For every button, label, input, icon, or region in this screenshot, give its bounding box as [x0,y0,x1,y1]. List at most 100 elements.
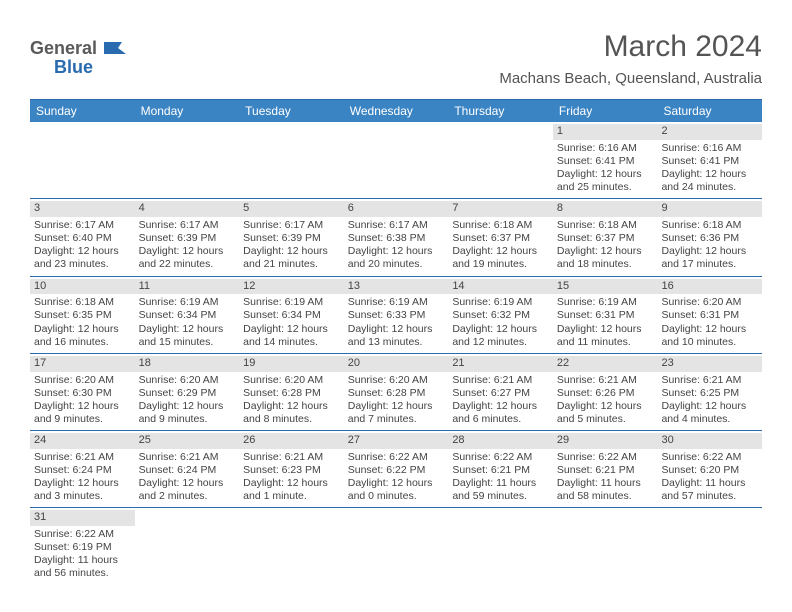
day-number: 5 [239,201,344,217]
day-number: 16 [657,279,762,295]
sunset-line: Sunset: 6:40 PM [34,232,131,245]
daylight-line: and 9 minutes. [139,413,236,426]
day-number: 22 [553,356,658,372]
day-cell: 2Sunrise: 6:16 AMSunset: 6:41 PMDaylight… [657,122,762,198]
day-cell [344,122,449,198]
daylight-line: Daylight: 11 hours [661,477,758,490]
day-cell [135,122,240,198]
day-number: 24 [30,433,135,449]
day-number: 17 [30,356,135,372]
logo: General Blue [30,38,126,78]
day-cell: 10Sunrise: 6:18 AMSunset: 6:35 PMDayligh… [30,277,135,353]
sunset-line: Sunset: 6:27 PM [452,387,549,400]
daylight-line: and 0 minutes. [348,490,445,503]
day-cell: 3Sunrise: 6:17 AMSunset: 6:40 PMDaylight… [30,199,135,275]
daylight-line: Daylight: 12 hours [661,400,758,413]
day-cell: 15Sunrise: 6:19 AMSunset: 6:31 PMDayligh… [553,277,658,353]
day-cell: 19Sunrise: 6:20 AMSunset: 6:28 PMDayligh… [239,354,344,430]
day-cell: 23Sunrise: 6:21 AMSunset: 6:25 PMDayligh… [657,354,762,430]
week-row: 31Sunrise: 6:22 AMSunset: 6:19 PMDayligh… [30,508,762,584]
daylight-line: and 10 minutes. [661,336,758,349]
day-cell: 8Sunrise: 6:18 AMSunset: 6:37 PMDaylight… [553,199,658,275]
sunset-line: Sunset: 6:24 PM [34,464,131,477]
day-cell: 28Sunrise: 6:22 AMSunset: 6:21 PMDayligh… [448,431,553,507]
sunset-line: Sunset: 6:19 PM [34,541,131,554]
sunset-line: Sunset: 6:37 PM [557,232,654,245]
daylight-line: and 5 minutes. [557,413,654,426]
day-number: 27 [344,433,449,449]
daylight-line: Daylight: 12 hours [243,477,340,490]
sunrise-line: Sunrise: 6:18 AM [557,219,654,232]
sunrise-line: Sunrise: 6:19 AM [348,296,445,309]
daylight-line: and 2 minutes. [139,490,236,503]
daylight-line: Daylight: 12 hours [557,323,654,336]
day-cell: 7Sunrise: 6:18 AMSunset: 6:37 PMDaylight… [448,199,553,275]
sunset-line: Sunset: 6:20 PM [661,464,758,477]
weeks-container: 1Sunrise: 6:16 AMSunset: 6:41 PMDaylight… [30,122,762,585]
daylight-line: and 58 minutes. [557,490,654,503]
sunrise-line: Sunrise: 6:20 AM [139,374,236,387]
sunrise-line: Sunrise: 6:21 AM [452,374,549,387]
daylight-line: Daylight: 12 hours [243,245,340,258]
sunrise-line: Sunrise: 6:19 AM [243,296,340,309]
daylight-line: and 17 minutes. [661,258,758,271]
daylight-line: and 4 minutes. [661,413,758,426]
day-cell [239,508,344,584]
day-cell [657,508,762,584]
sunrise-line: Sunrise: 6:17 AM [139,219,236,232]
sunrise-line: Sunrise: 6:21 AM [139,451,236,464]
daylight-line: and 1 minute. [243,490,340,503]
daylight-line: Daylight: 12 hours [243,323,340,336]
sunrise-line: Sunrise: 6:22 AM [661,451,758,464]
sunrise-line: Sunrise: 6:22 AM [452,451,549,464]
sunset-line: Sunset: 6:37 PM [452,232,549,245]
day-cell: 30Sunrise: 6:22 AMSunset: 6:20 PMDayligh… [657,431,762,507]
sunset-line: Sunset: 6:30 PM [34,387,131,400]
dayhead-saturday: Saturday [657,100,762,122]
sunrise-line: Sunrise: 6:21 AM [661,374,758,387]
day-number: 31 [30,510,135,526]
day-cell [135,508,240,584]
sunrise-line: Sunrise: 6:17 AM [243,219,340,232]
day-cell: 27Sunrise: 6:22 AMSunset: 6:22 PMDayligh… [344,431,449,507]
sunset-line: Sunset: 6:24 PM [139,464,236,477]
daylight-line: Daylight: 11 hours [452,477,549,490]
dayhead-row: Sunday Monday Tuesday Wednesday Thursday… [30,100,762,122]
dayhead-wednesday: Wednesday [344,100,449,122]
sunset-line: Sunset: 6:34 PM [139,309,236,322]
sunrise-line: Sunrise: 6:18 AM [452,219,549,232]
day-number: 9 [657,201,762,217]
daylight-line: Daylight: 12 hours [34,245,131,258]
day-number: 8 [553,201,658,217]
daylight-line: and 9 minutes. [34,413,131,426]
daylight-line: Daylight: 12 hours [557,400,654,413]
day-cell: 11Sunrise: 6:19 AMSunset: 6:34 PMDayligh… [135,277,240,353]
day-number: 26 [239,433,344,449]
day-number: 10 [30,279,135,295]
day-cell: 5 Sunrise: 6:17 AMSunset: 6:39 PMDaylight… [239,199,344,275]
day-cell: 12Sunrise: 6:19 AMSunset: 6:34 PMDayligh… [239,277,344,353]
sunset-line: Sunset: 6:39 PM [243,232,340,245]
daylight-line: Daylight: 12 hours [348,400,445,413]
daylight-line: and 12 minutes. [452,336,549,349]
day-number: 18 [135,356,240,372]
daylight-line: and 3 minutes. [34,490,131,503]
daylight-line: Daylight: 12 hours [34,323,131,336]
sunset-line: Sunset: 6:21 PM [452,464,549,477]
daylight-line: Daylight: 12 hours [348,245,445,258]
day-number: 6 [344,201,449,217]
daylight-line: Daylight: 12 hours [34,400,131,413]
sunrise-line: Sunrise: 6:16 AM [661,142,758,155]
day-cell: 6Sunrise: 6:17 AMSunset: 6:38 PMDaylight… [344,199,449,275]
sunrise-line: Sunrise: 6:22 AM [34,528,131,541]
sunset-line: Sunset: 6:25 PM [661,387,758,400]
daylight-line: Daylight: 12 hours [139,400,236,413]
logo-text-blue: Blue [54,57,126,78]
dayhead-tuesday: Tuesday [239,100,344,122]
day-number: 14 [448,279,553,295]
sunset-line: Sunset: 6:35 PM [34,309,131,322]
dayhead-thursday: Thursday [448,100,553,122]
day-cell: 1Sunrise: 6:16 AMSunset: 6:41 PMDaylight… [553,122,658,198]
daylight-line: and 11 minutes. [557,336,654,349]
week-row: 3Sunrise: 6:17 AMSunset: 6:40 PMDaylight… [30,199,762,276]
